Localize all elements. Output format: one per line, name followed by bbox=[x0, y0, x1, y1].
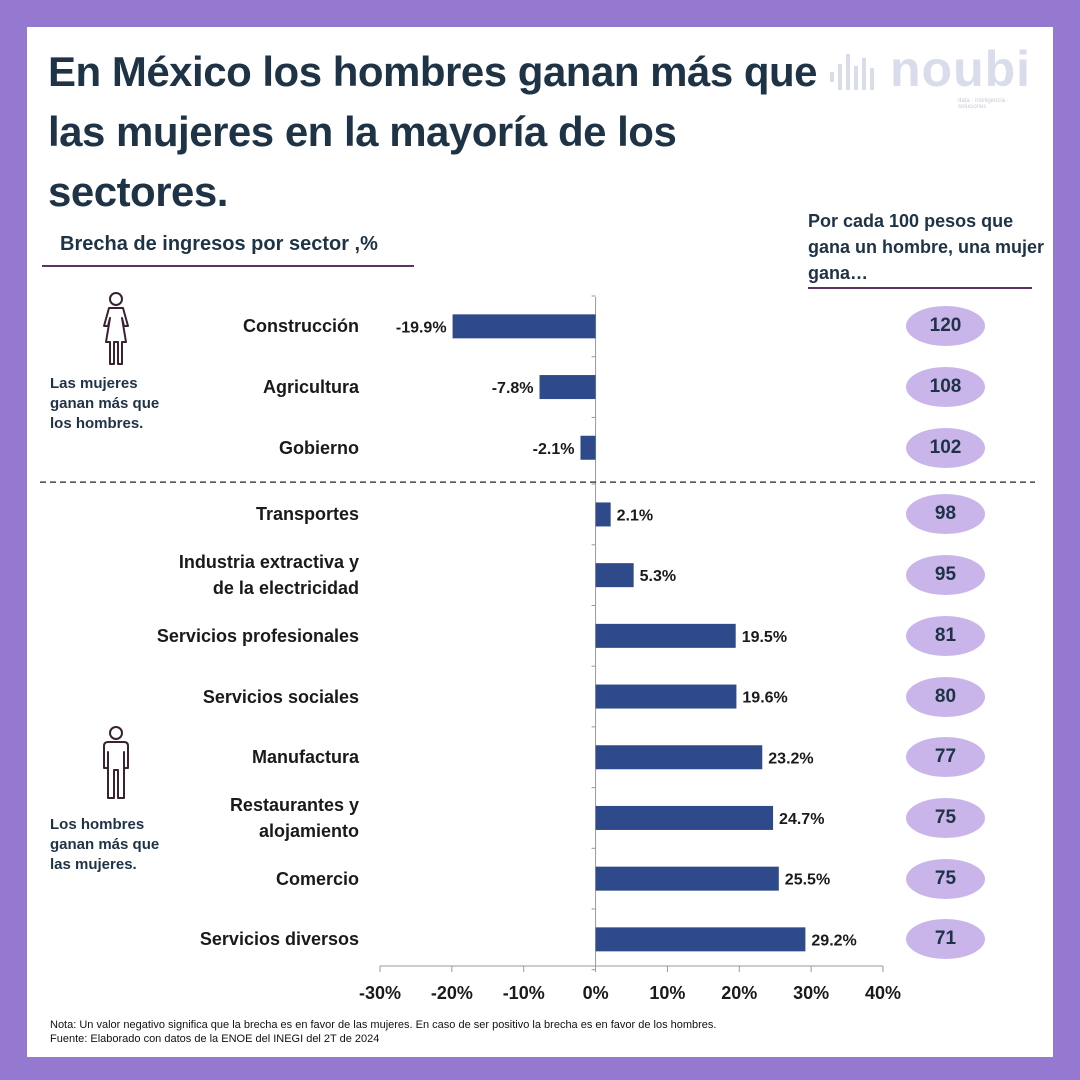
page-title: En México los hombres ganan más que las … bbox=[48, 48, 818, 215]
category-label: Industria extractiva y de la electricidad bbox=[178, 552, 359, 599]
women-earnings-pill: 75 bbox=[906, 858, 985, 899]
bar bbox=[452, 314, 596, 339]
bar bbox=[595, 866, 779, 891]
subtitle-underline bbox=[42, 265, 414, 267]
bar bbox=[595, 745, 763, 770]
x-tick-label: 0% bbox=[583, 983, 609, 1003]
footnote-source: Fuente: Elaborado con datos de la ENOE d… bbox=[50, 1033, 380, 1045]
bar bbox=[580, 435, 596, 460]
chart-subtitle: Brecha de ingresos por sector ,% bbox=[60, 233, 378, 255]
category-label: Servicios diversos bbox=[199, 929, 359, 950]
bar-value-label: 29.2% bbox=[811, 932, 856, 949]
x-tick-label: 40% bbox=[865, 983, 901, 1003]
x-tick-label: 20% bbox=[721, 983, 757, 1003]
women-earnings-pill: 81 bbox=[906, 615, 985, 656]
women-earnings-pill: 80 bbox=[906, 676, 985, 717]
bar-value-label: -19.9% bbox=[396, 319, 447, 336]
women-note: Las mujeres ganan más que los hombres. bbox=[50, 375, 160, 432]
category-label: Servicios sociales bbox=[202, 686, 359, 707]
side-header-underline bbox=[808, 287, 1032, 289]
x-tick-label: -20% bbox=[431, 983, 473, 1003]
women-earnings-pill: 95 bbox=[906, 555, 985, 596]
category-label: Construcción bbox=[242, 316, 359, 337]
x-tick-label: 10% bbox=[649, 983, 685, 1003]
noubi-logo-icon: noubi data · inteligencia · soluciones bbox=[828, 41, 1038, 110]
bar bbox=[539, 375, 596, 400]
women-earnings-pill: 75 bbox=[906, 797, 985, 838]
bar-value-label: 23.2% bbox=[768, 750, 813, 767]
bar bbox=[595, 684, 737, 709]
bar bbox=[595, 502, 611, 527]
women-earnings-pill: 71 bbox=[906, 919, 985, 960]
category-label: Manufactura bbox=[251, 747, 359, 768]
x-tick-label: 30% bbox=[793, 983, 829, 1003]
women-earnings-pill: 98 bbox=[906, 494, 985, 535]
logo-bars-icon bbox=[830, 54, 874, 90]
category-label: Agricultura bbox=[262, 377, 359, 398]
men-note: Los hombres ganan más que las mujeres. bbox=[50, 816, 160, 873]
bar-value-label: 19.5% bbox=[742, 629, 787, 646]
woman-icon bbox=[103, 292, 129, 365]
bar-value-label: 24.7% bbox=[779, 811, 824, 828]
logo-tagline: data · inteligencia · soluciones bbox=[958, 98, 1009, 110]
man-icon bbox=[103, 726, 129, 799]
bar bbox=[595, 563, 634, 588]
footnote-note: Nota: Un valor negativo significa que la… bbox=[50, 1019, 717, 1031]
logo-text: noubi bbox=[890, 41, 1032, 97]
bar-value-label: -2.1% bbox=[533, 441, 575, 458]
women-earnings-pill: 102 bbox=[906, 427, 985, 468]
bar bbox=[595, 927, 806, 952]
bar-value-label: 25.5% bbox=[785, 872, 830, 889]
infographic-card bbox=[27, 27, 1053, 1057]
bar-value-label: -7.8% bbox=[492, 380, 534, 397]
category-label: Transportes bbox=[255, 504, 359, 525]
footnotes: Nota: Un valor negativo significa que la… bbox=[50, 1018, 1010, 1046]
x-tick-label: -30% bbox=[359, 983, 401, 1003]
x-tick-label: -10% bbox=[503, 983, 545, 1003]
category-label: Servicios profesionales bbox=[156, 625, 359, 646]
category-label: Restaurantes y alojamiento bbox=[229, 794, 359, 841]
bar bbox=[595, 805, 774, 830]
category-label: Comercio bbox=[275, 868, 359, 889]
women-earnings-pill: 77 bbox=[906, 737, 985, 778]
bar-value-label: 5.3% bbox=[640, 568, 676, 585]
bar-value-label: 19.6% bbox=[742, 690, 787, 707]
side-column-header: Por cada 100 pesos que gana un hombre, u… bbox=[808, 211, 1045, 283]
bar-value-label: 2.1% bbox=[617, 507, 653, 524]
category-label: Gobierno bbox=[279, 437, 359, 458]
women-earnings-pill: 108 bbox=[906, 367, 985, 408]
women-earnings-pill: 120 bbox=[906, 306, 985, 347]
bar bbox=[595, 623, 736, 648]
